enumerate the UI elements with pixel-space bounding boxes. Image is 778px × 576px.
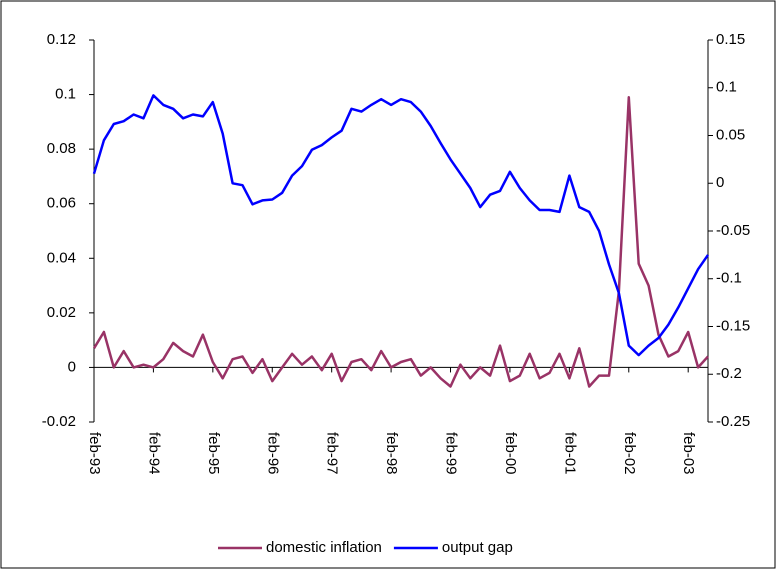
- x-tick-label: feb-00: [502, 432, 519, 475]
- x-tick-label: feb-98: [383, 432, 400, 475]
- y2-tick-label: -0.2: [716, 365, 742, 382]
- y-tick-label: 0: [68, 358, 76, 375]
- y2-tick-label: -0.05: [716, 222, 750, 239]
- y2-tick-label: -0.25: [716, 413, 750, 430]
- x-tick-label: feb-99: [443, 432, 460, 475]
- y2-tick-label: -0.1: [716, 270, 742, 287]
- line-series: [92, 94, 710, 357]
- legend-label: output gap: [442, 539, 513, 556]
- x-tick-label: feb-97: [324, 432, 341, 475]
- y2-tick-label: 0: [716, 174, 724, 191]
- x-tick-label: feb-96: [264, 432, 281, 475]
- y-tick-label: 0.12: [47, 31, 76, 48]
- legend-label: domestic inflation: [266, 539, 382, 556]
- line-series: [92, 96, 709, 388]
- y2-tick-label: -0.15: [716, 317, 750, 334]
- x-tick-label: feb-93: [86, 432, 103, 475]
- y-tick-label: 0.04: [47, 249, 76, 266]
- x-tick-label: feb-94: [145, 432, 162, 475]
- y-tick-label: 0.08: [47, 140, 76, 157]
- x-tick-label: feb-02: [621, 432, 638, 475]
- y-tick-label: -0.02: [42, 413, 76, 430]
- y2-tick-label: 0.05: [716, 126, 745, 143]
- y2-tick-label: 0.1: [716, 79, 737, 96]
- y2-tick-label: 0.15: [716, 31, 745, 48]
- x-tick-label: feb-03: [680, 432, 697, 475]
- x-tick-label: feb-95: [205, 432, 222, 475]
- y-tick-label: 0.1: [55, 86, 76, 103]
- x-tick-label: feb-01: [561, 432, 578, 475]
- y-tick-label: 0.02: [47, 304, 76, 321]
- y-tick-label: 0.06: [47, 195, 76, 212]
